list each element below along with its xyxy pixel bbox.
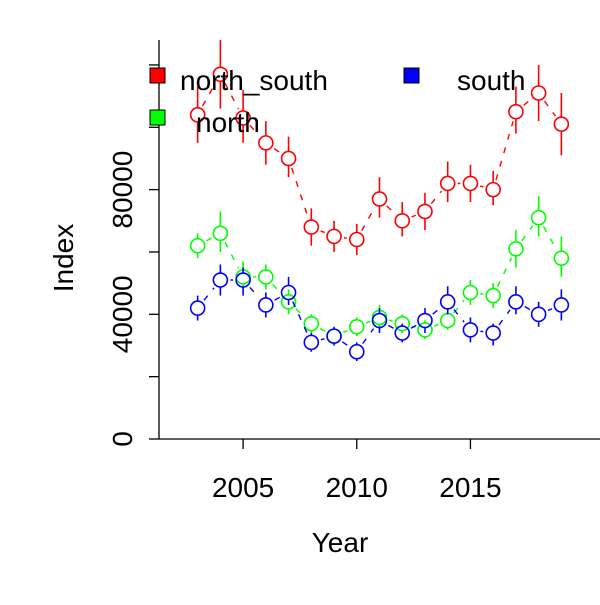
- data-point: [259, 270, 273, 284]
- series-line-segment: [362, 208, 375, 231]
- series-line-segment: [498, 258, 512, 287]
- data-point: [350, 233, 364, 247]
- series-line-segment: [496, 121, 513, 180]
- data-point: [327, 229, 341, 243]
- data-point: [532, 211, 546, 225]
- series-line-segment: [275, 297, 280, 300]
- y-tick-label: 40000: [107, 275, 138, 353]
- data-point: [486, 183, 500, 197]
- data-point: [532, 86, 546, 100]
- data-point: [441, 176, 455, 190]
- series-line-segment: [525, 307, 530, 310]
- legend-swatch-north: [150, 110, 165, 125]
- series-line-segment: [250, 287, 259, 297]
- series-line-segment: [548, 309, 552, 311]
- series-line-segment: [480, 186, 483, 187]
- series-line-segment: [342, 342, 348, 346]
- series-line-segment: [544, 226, 557, 249]
- y-tick-label: 80000: [107, 151, 138, 229]
- series-line-segment: [388, 325, 393, 328]
- series-line-segment: [433, 308, 440, 314]
- series-line-segment: [522, 226, 533, 241]
- data-point: [463, 323, 477, 337]
- series-line-segment: [225, 242, 238, 268]
- data-point: [282, 151, 296, 165]
- data-point: [191, 301, 205, 315]
- data-point: [418, 204, 432, 218]
- data-point: [441, 314, 455, 328]
- x-tick-label: 2005: [212, 472, 274, 503]
- data-point: [304, 317, 318, 331]
- series-line-segment: [545, 101, 556, 116]
- series-line-segment: [320, 328, 325, 331]
- series-line-segment: [524, 99, 531, 105]
- series-line-segment: [206, 238, 211, 241]
- data-point: [463, 285, 477, 299]
- x-tick-label: 2015: [439, 472, 501, 503]
- series-line-segment: [274, 149, 280, 153]
- series-line-segment: [204, 288, 214, 301]
- data-point: [509, 242, 523, 256]
- data-point: [463, 176, 477, 190]
- data-point: [259, 298, 273, 312]
- data-point: [373, 192, 387, 206]
- axes-layer: 2005 2010 2015 0 40000 80000: [107, 40, 600, 503]
- series-line-segment: [389, 320, 392, 321]
- data-point: [191, 239, 205, 253]
- data-point: [509, 105, 523, 119]
- series-line-segment: [411, 215, 415, 217]
- x-axis-title: Year: [312, 527, 369, 558]
- legend-label-south: south: [457, 65, 526, 96]
- data-point: [486, 326, 500, 340]
- series-line-segment: [434, 324, 438, 326]
- series-line-segment: [321, 339, 324, 340]
- y-tick-label: 0: [107, 431, 138, 447]
- series-line-segment: [343, 331, 347, 333]
- series-line-segment: [387, 206, 395, 214]
- data-point: [441, 295, 455, 309]
- series-north: [191, 196, 569, 346]
- data-point: [304, 335, 318, 349]
- series-line-segment: [499, 310, 510, 325]
- series-line-segment: [296, 309, 304, 317]
- legend-label-north: north: [196, 107, 260, 138]
- data-point: [213, 226, 227, 240]
- series-line-segment: [363, 329, 374, 344]
- data-point: [554, 298, 568, 312]
- data-point: [213, 273, 227, 287]
- series-line-segment: [273, 284, 282, 294]
- data-point: [532, 307, 546, 321]
- legend-label-north_south: north_south: [180, 65, 328, 96]
- data-point: [259, 136, 273, 150]
- legend-swatch-north_south: [150, 68, 165, 83]
- data-point: [327, 329, 341, 343]
- series-line-segment: [366, 321, 370, 323]
- data-point: [486, 289, 500, 303]
- x-tick-label: 2010: [326, 472, 388, 503]
- data-point: [350, 345, 364, 359]
- series-line-segment: [454, 310, 464, 323]
- data-point: [554, 117, 568, 131]
- series-line-segment: [431, 191, 441, 204]
- data-point: [554, 251, 568, 265]
- legend-swatch-south: [404, 68, 419, 83]
- series-line-segment: [321, 231, 325, 233]
- data-point: [304, 220, 318, 234]
- data-point: [395, 214, 409, 228]
- series-south: [191, 264, 569, 361]
- series-line-segment: [293, 302, 307, 334]
- data-point: [509, 295, 523, 309]
- data-point: [350, 320, 364, 334]
- series-line-segment: [292, 168, 308, 218]
- y-axis-title: Index: [48, 224, 79, 293]
